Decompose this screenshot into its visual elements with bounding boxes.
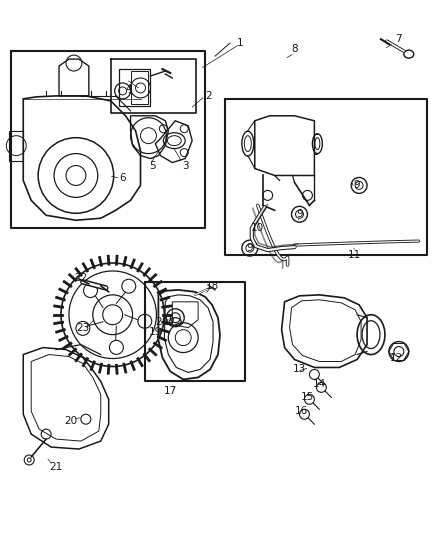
- Text: 9: 9: [354, 181, 360, 190]
- Text: 14: 14: [313, 379, 326, 390]
- Text: 8: 8: [291, 44, 298, 54]
- Text: 3: 3: [182, 160, 188, 171]
- Text: 20: 20: [64, 416, 78, 426]
- Text: 21: 21: [49, 462, 63, 472]
- Text: 2: 2: [205, 91, 212, 101]
- Text: 19: 19: [149, 327, 162, 337]
- Text: 4: 4: [125, 84, 132, 94]
- Text: 12: 12: [390, 352, 403, 362]
- Text: 1: 1: [237, 38, 243, 48]
- Text: 15: 15: [301, 392, 314, 402]
- Text: 6: 6: [119, 173, 126, 183]
- Text: 5: 5: [149, 160, 156, 171]
- Text: 17: 17: [164, 386, 177, 397]
- Text: 18: 18: [205, 281, 219, 291]
- Text: 13: 13: [293, 365, 306, 375]
- Text: 11: 11: [347, 250, 361, 260]
- Text: 9: 9: [296, 209, 303, 219]
- Text: 10: 10: [251, 223, 264, 233]
- Text: 23: 23: [76, 322, 89, 333]
- Text: 16: 16: [295, 406, 308, 416]
- Text: 24: 24: [156, 317, 169, 327]
- Text: 22: 22: [74, 273, 88, 283]
- Text: 7: 7: [396, 34, 402, 44]
- Text: 9: 9: [247, 243, 253, 253]
